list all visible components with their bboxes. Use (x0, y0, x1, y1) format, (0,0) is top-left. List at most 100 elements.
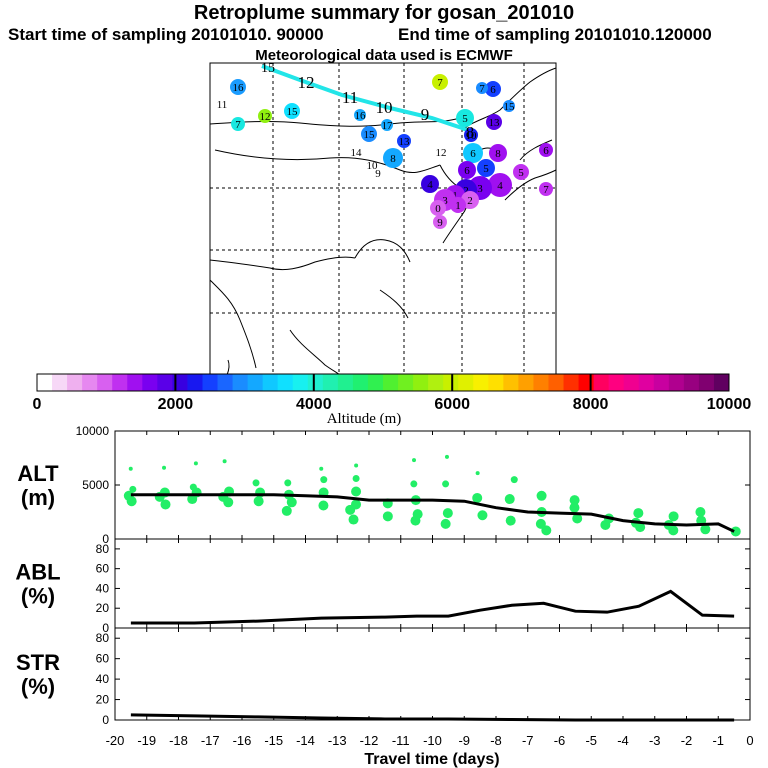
median-line (130, 589, 735, 625)
y-tick-label: 40 (96, 581, 110, 595)
plume-dot (485, 81, 501, 97)
x-axis-label: Travel time (days) (364, 751, 499, 768)
colorbar-swatch (653, 374, 670, 391)
colorbar-swatch (67, 374, 83, 391)
plume-label: 10 (466, 130, 478, 142)
plume-label: 2 (467, 195, 473, 207)
y-tick-label: 20 (96, 693, 110, 707)
colorbar-swatch (187, 374, 203, 391)
x-tick-label: -17 (201, 733, 220, 748)
altitude-point (472, 492, 483, 503)
x-tick-label: -19 (137, 733, 156, 748)
altitude-point (440, 518, 451, 529)
trajectory-label: 15 (261, 61, 275, 76)
x-tick-label: -10 (423, 733, 442, 748)
colorbar-swatch (473, 374, 489, 391)
altitude-point (319, 466, 324, 471)
plume-label: 3 (477, 183, 483, 195)
panel-abl: 0 20 40 60 80 ABL(%) (15, 538, 751, 635)
plume-marker: 7 (231, 117, 245, 131)
panel-ylabel: ABL (15, 560, 60, 585)
colorbar-swatch (292, 374, 309, 391)
x-axis: -20 -19 -18 -17 -16 -15 -14 -13 -12 -11 -10 -9 -8 -7-… (106, 733, 754, 768)
colorbar-swatch (548, 374, 565, 391)
panel-ylabel: ALT (17, 461, 59, 486)
colorbar-tick-label: 10000 (707, 396, 752, 413)
plume-marker: 15 (284, 103, 300, 119)
y-tick-label: 0 (102, 532, 109, 546)
y-tick-label: 40 (96, 672, 110, 686)
plume-label: 8 (495, 148, 501, 160)
altitude-point (536, 490, 547, 501)
colorbar-swatch (428, 374, 444, 391)
plume-dot (383, 148, 403, 168)
plume-label: 12 (260, 111, 271, 123)
plume-marker: 9 (433, 215, 447, 229)
y-tick-label: 20 (96, 601, 110, 615)
x-tick-label: -20 (106, 733, 125, 748)
median-line (130, 713, 735, 722)
plume-dot (231, 117, 245, 131)
altitude-point (189, 483, 197, 491)
altitude-point (442, 480, 450, 488)
plume-dot (381, 119, 393, 131)
plume-marker: 6 (463, 143, 483, 163)
plume-dot (456, 109, 474, 127)
plume-marker: 15 (503, 100, 515, 113)
altitude-point (320, 476, 328, 484)
plume-label: 16 (233, 82, 245, 94)
colorbar-swatch (157, 374, 173, 391)
plume-dot (539, 143, 553, 157)
altitude-point (444, 454, 449, 459)
altitude-point (510, 476, 518, 484)
y-tick-label: 0 (102, 621, 109, 635)
colorbar-swatch (698, 374, 715, 391)
plume-dot (463, 143, 483, 163)
y-tick-label: 0 (102, 713, 109, 727)
trajectory-label: 10 (376, 98, 393, 117)
plume-label: 13 (489, 117, 501, 129)
altitude-point (318, 500, 329, 511)
plume-label: 5 (483, 163, 489, 175)
altitude-point (352, 475, 360, 483)
plume-marker: 10 (367, 160, 379, 172)
altitude-point (505, 515, 516, 526)
plume-marker: 4 (488, 173, 512, 197)
colorbar-swatch (563, 374, 580, 391)
colorbar-swatch (713, 374, 730, 391)
plume-label: 9 (437, 217, 443, 229)
colorbar-swatch (518, 374, 534, 391)
x-tick-label: -12 (360, 733, 379, 748)
plume-dot (503, 100, 515, 112)
colorbar-swatch (383, 374, 399, 391)
plume-marker: 7 (476, 82, 488, 95)
plume-marker: 13 (486, 114, 502, 130)
colorbar-swatch (277, 374, 294, 391)
panel-ylabel: (%) (21, 584, 55, 609)
altitude-point (354, 463, 359, 468)
altitude-point (477, 510, 488, 521)
map-coastlines (209, 67, 557, 376)
start-time: Start time of sampling 20101010. 90000 (8, 25, 324, 44)
colorbar-tick-label: 2000 (158, 396, 194, 413)
x-tick-label: -9 (458, 733, 470, 748)
colorbar-swatch (112, 374, 128, 391)
x-tick-label: -1 (712, 733, 724, 748)
plume-label: 0 (435, 203, 441, 215)
colorbar-swatch (398, 374, 414, 391)
plume-label: 7 (543, 184, 549, 196)
altitude-point (252, 479, 260, 487)
trajectory-label: 9 (421, 105, 430, 124)
altitude-point (572, 513, 583, 524)
x-tick-label: -15 (264, 733, 283, 748)
plume-dot (430, 200, 446, 216)
colorbar-tick-label: 4000 (296, 396, 332, 413)
x-tick-label: 0 (746, 733, 753, 748)
plume-label: 6 (543, 145, 549, 157)
plume-marker: 10 (464, 128, 478, 142)
altitude-point (412, 509, 423, 520)
plume-marker: 6 (485, 81, 501, 97)
plume-label: 5 (462, 113, 468, 125)
